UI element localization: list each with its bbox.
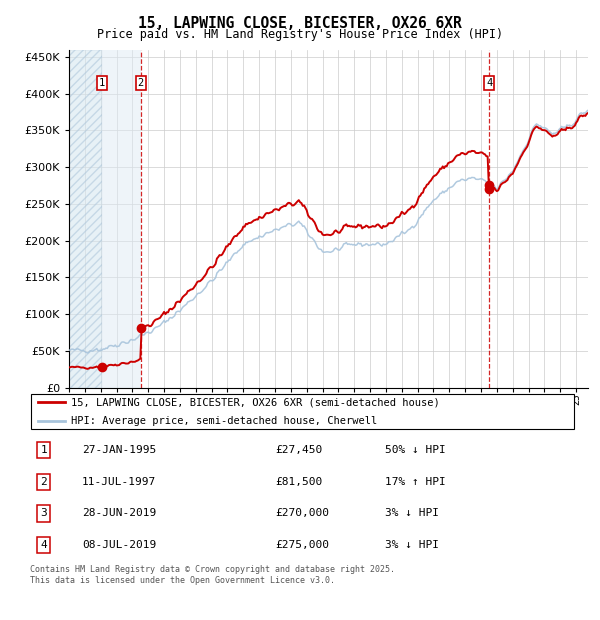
Text: Contains HM Land Registry data © Crown copyright and database right 2025.
This d: Contains HM Land Registry data © Crown c… — [30, 565, 395, 585]
Text: £81,500: £81,500 — [276, 477, 323, 487]
Text: 28-JUN-2019: 28-JUN-2019 — [82, 508, 156, 518]
Text: 50% ↓ HPI: 50% ↓ HPI — [385, 445, 446, 455]
Text: 2: 2 — [40, 477, 47, 487]
Text: 2: 2 — [137, 78, 144, 87]
Bar — [69, 50, 102, 388]
Text: 15, LAPWING CLOSE, BICESTER, OX26 6XR (semi-detached house): 15, LAPWING CLOSE, BICESTER, OX26 6XR (s… — [71, 397, 440, 407]
Text: 1: 1 — [40, 445, 47, 455]
Text: £270,000: £270,000 — [276, 508, 330, 518]
Text: 17% ↑ HPI: 17% ↑ HPI — [385, 477, 446, 487]
Text: 3% ↓ HPI: 3% ↓ HPI — [385, 508, 439, 518]
Text: 1: 1 — [98, 78, 105, 87]
Text: 11-JUL-1997: 11-JUL-1997 — [82, 477, 156, 487]
Text: Price paid vs. HM Land Registry's House Price Index (HPI): Price paid vs. HM Land Registry's House … — [97, 28, 503, 41]
Text: £275,000: £275,000 — [276, 540, 330, 550]
Text: 4: 4 — [486, 78, 493, 87]
Text: HPI: Average price, semi-detached house, Cherwell: HPI: Average price, semi-detached house,… — [71, 416, 377, 426]
FancyBboxPatch shape — [31, 394, 574, 429]
Text: 3% ↓ HPI: 3% ↓ HPI — [385, 540, 439, 550]
Text: £27,450: £27,450 — [276, 445, 323, 455]
Text: 4: 4 — [40, 540, 47, 550]
Text: 08-JUL-2019: 08-JUL-2019 — [82, 540, 156, 550]
Bar — [102, 50, 141, 388]
Text: 3: 3 — [40, 508, 47, 518]
Text: 27-JAN-1995: 27-JAN-1995 — [82, 445, 156, 455]
Text: 15, LAPWING CLOSE, BICESTER, OX26 6XR: 15, LAPWING CLOSE, BICESTER, OX26 6XR — [138, 16, 462, 31]
